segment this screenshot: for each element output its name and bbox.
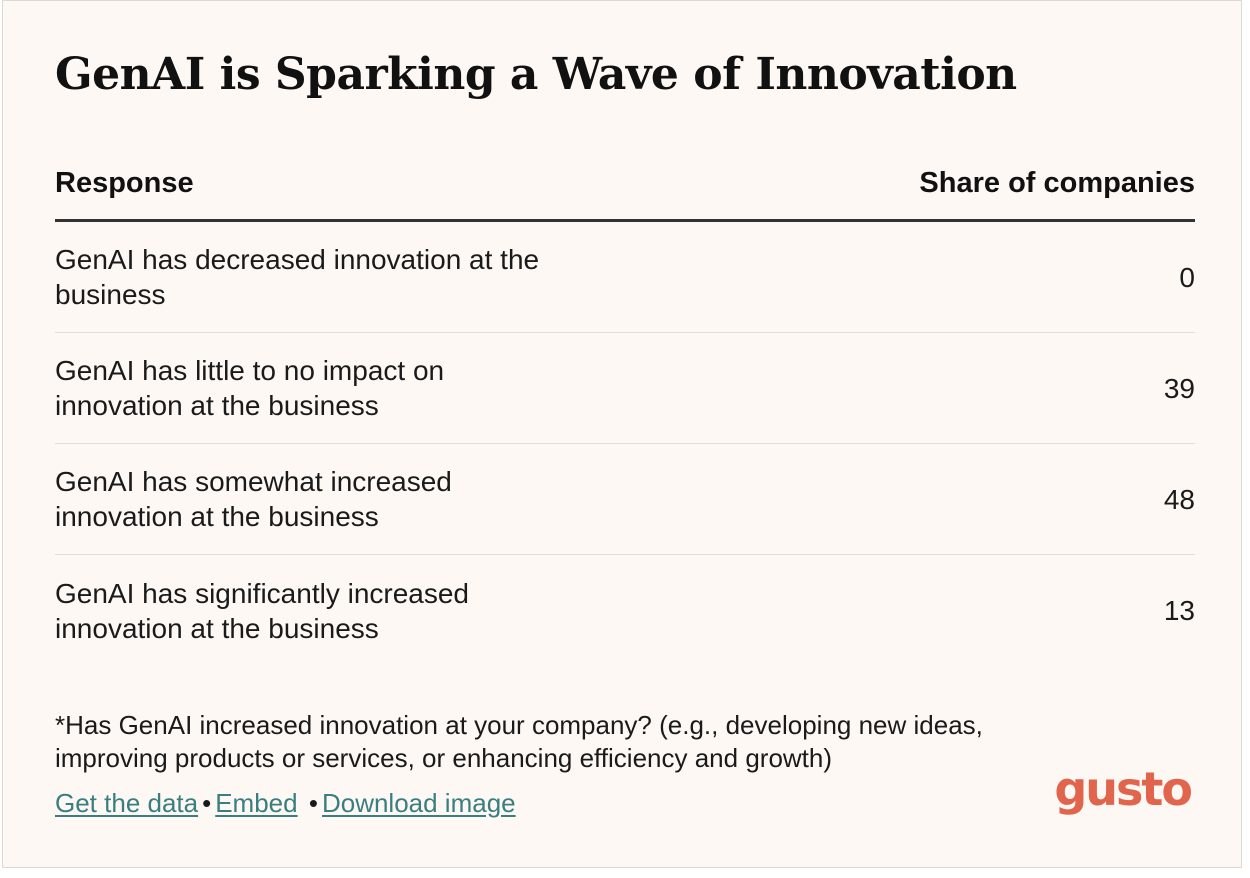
table-row: GenAI has decreased innovation at the bu… (55, 222, 1195, 333)
data-table: Response Share of companies GenAI has de… (55, 163, 1195, 666)
row-response-label: GenAI has little to no impact on innovat… (55, 355, 445, 421)
row-share-value: 13 (1163, 595, 1195, 626)
row-share-value: 48 (1163, 483, 1195, 515)
gusto-logo: gusto (1054, 762, 1193, 816)
link-separator: • (308, 788, 318, 818)
download-image-link[interactable]: Download image (321, 788, 516, 818)
survey-footnote: *Has GenAI increased innovation at your … (55, 710, 983, 773)
table-row: GenAI has somewhat increased innovation … (55, 444, 1195, 555)
get-data-link[interactable]: Get the data (55, 788, 199, 818)
row-response-label: GenAI has decreased innovation at the bu… (55, 244, 540, 310)
row-response-label: GenAI has somewhat increased innovation … (55, 466, 452, 532)
embed-link[interactable]: Embed (215, 788, 298, 818)
footer-links: Get the data • Embed • Download image (55, 785, 516, 821)
table-header: Response Share of companies (55, 163, 1195, 222)
row-response-label: GenAI has significantly increased innova… (55, 577, 469, 644)
row-share-value: 0 (1179, 261, 1195, 293)
chart-title: GenAI is Sparking a Wave of Innovation (55, 49, 1017, 100)
table-body: GenAI has decreased innovation at the bu… (55, 222, 1195, 666)
column-header-share: Share of companies (919, 167, 1195, 199)
table-row: GenAI has significantly increased innova… (55, 555, 1195, 666)
link-separator: • (202, 788, 212, 818)
column-header-response: Response (55, 167, 194, 199)
row-share-value: 39 (1163, 372, 1195, 404)
table-row: GenAI has little to no impact on innovat… (55, 333, 1195, 444)
